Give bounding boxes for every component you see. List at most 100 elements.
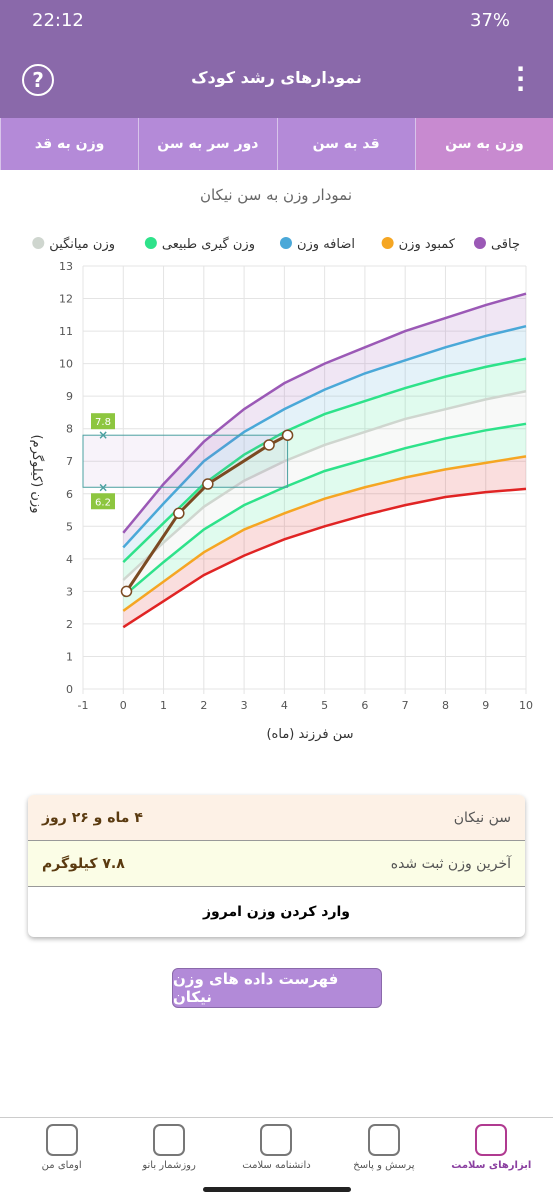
tab[interactable]: دور سر به سن bbox=[138, 118, 276, 170]
series-line bbox=[122, 487, 527, 629]
y-tick-label: 13 bbox=[59, 260, 73, 273]
bottom-nav: ابزارهای سلامت پرسش و پاسخ دانشنامه سلامت ر… bbox=[0, 1117, 553, 1175]
y-tick-label: 5 bbox=[66, 520, 73, 533]
legend-swatch bbox=[279, 237, 292, 249]
nav-item[interactable]: روزشمار بانو bbox=[115, 1118, 222, 1175]
x-tick-label: -1 bbox=[78, 699, 89, 712]
series-line bbox=[122, 455, 527, 612]
nav-label: ابزارهای سلامت bbox=[451, 1160, 532, 1171]
status-bar: 22:12 37% bbox=[0, 0, 553, 42]
home-indicator bbox=[203, 1187, 351, 1192]
legend-swatch bbox=[144, 237, 157, 249]
info-value: ۴ ماه و ۲۶ روز bbox=[42, 809, 143, 826]
series-line bbox=[122, 422, 527, 598]
legend-label: وزن میانگین bbox=[49, 236, 115, 252]
band bbox=[123, 456, 526, 628]
nav-label: روزشمار بانو bbox=[142, 1160, 196, 1171]
y-tick-label: 8 bbox=[66, 423, 73, 436]
band bbox=[123, 293, 526, 548]
x-tick-label: 1 bbox=[160, 699, 167, 712]
info-row: سن نیکان ۴ ماه و ۲۶ روز bbox=[28, 795, 525, 841]
band bbox=[123, 326, 526, 563]
y-axis-label: وزن (کیلوگرم) bbox=[29, 435, 45, 514]
range-mark: × bbox=[98, 480, 108, 494]
tabs: وزن به سن قد به سن دور سر به سن وزن به قد bbox=[0, 118, 553, 170]
x-tick-label: 7 bbox=[402, 699, 409, 712]
range-label-bg bbox=[91, 493, 115, 510]
range-label: 7.8 bbox=[95, 417, 111, 428]
chart-title: نمودار وزن به سن نیکان bbox=[200, 186, 352, 204]
nav-item[interactable]: پرسش و پاسخ bbox=[330, 1118, 437, 1175]
y-tick-label: 0 bbox=[66, 683, 73, 696]
app-header: ? نمودارهای رشد کودک · · · bbox=[0, 42, 553, 118]
x-tick-label: 5 bbox=[321, 699, 328, 712]
child-point bbox=[120, 585, 133, 598]
nav-item[interactable]: اومای من bbox=[8, 1118, 115, 1175]
nav-icon bbox=[260, 1124, 293, 1156]
info-card: سن نیکان ۴ ماه و ۲۶ روز آخرین وزن ثبت شده ۷… bbox=[28, 795, 525, 937]
series-line bbox=[122, 357, 527, 563]
time: 22:12 bbox=[32, 10, 84, 31]
x-tick-label: 3 bbox=[241, 699, 248, 712]
child-point bbox=[281, 429, 294, 441]
y-tick-label: 10 bbox=[59, 358, 73, 371]
range-mark: × bbox=[98, 428, 108, 442]
y-tick-label: 1 bbox=[66, 650, 73, 663]
series-line bbox=[122, 292, 527, 534]
y-tick-label: 2 bbox=[66, 618, 73, 631]
band bbox=[123, 423, 526, 611]
nav-label: دانشنامه سلامت bbox=[242, 1160, 311, 1171]
info-label: آخرین وزن ثبت شده bbox=[390, 855, 511, 872]
battery: 37% bbox=[470, 10, 511, 31]
nav-icon bbox=[475, 1124, 508, 1156]
y-tick-label: 3 bbox=[66, 585, 73, 598]
range-box bbox=[82, 434, 289, 488]
legend-swatch bbox=[381, 237, 394, 249]
nav-icon bbox=[367, 1124, 400, 1156]
nav-label: اومای من bbox=[41, 1160, 82, 1171]
x-tick-label: 2 bbox=[200, 699, 207, 712]
nav-item[interactable]: دانشنامه سلامت bbox=[223, 1118, 330, 1175]
child-point bbox=[263, 439, 275, 451]
menu-button[interactable]: · · · bbox=[516, 55, 526, 103]
range-label-bg bbox=[91, 413, 115, 430]
tab[interactable]: وزن به سن bbox=[414, 118, 553, 170]
x-tick-label: 0 bbox=[120, 699, 127, 712]
x-tick-label: 10 bbox=[519, 699, 533, 712]
y-tick-label: 9 bbox=[66, 390, 73, 403]
chart: نمودار وزن به سن نیکان سن فرزند (ماه) وز… bbox=[29, 186, 533, 742]
info-value: ۷.۸ کیلوگرم bbox=[42, 855, 125, 872]
legend-swatch bbox=[473, 237, 486, 249]
y-tick-label: 6 bbox=[66, 488, 73, 501]
data-list-button[interactable]: فهرست داده های وزن نیکان bbox=[172, 968, 382, 1008]
child-point bbox=[202, 478, 214, 490]
enter-weight[interactable]: وارد کردن وزن امروز bbox=[203, 904, 350, 920]
series-line bbox=[122, 324, 527, 549]
y-tick-label: 4 bbox=[66, 553, 73, 566]
x-tick-label: 4 bbox=[281, 699, 288, 712]
nav-item[interactable]: ابزارهای سلامت bbox=[438, 1118, 545, 1175]
nav-icon bbox=[45, 1124, 78, 1156]
info-label: سن نیکان bbox=[453, 809, 511, 826]
range-label: 6.2 bbox=[95, 497, 111, 508]
y-tick-label: 7 bbox=[66, 455, 73, 468]
legend-label: چاقی bbox=[491, 237, 520, 252]
tab[interactable]: قد به سن bbox=[276, 118, 415, 170]
y-tick-label: 12 bbox=[59, 293, 73, 306]
legend-label: اضافه وزن bbox=[297, 237, 355, 252]
legend-label: کمبود وزن bbox=[399, 237, 456, 252]
tab[interactable]: وزن به قد bbox=[0, 118, 138, 170]
x-tick-label: 6 bbox=[361, 699, 368, 712]
x-axis-label: سن فرزند (ماه) bbox=[266, 727, 353, 742]
x-tick-label: 8 bbox=[442, 699, 449, 712]
legend-swatch bbox=[32, 237, 45, 249]
legend-label: وزن گیری طبیعی bbox=[162, 236, 255, 252]
help-button[interactable]: ? bbox=[22, 64, 54, 96]
series-line bbox=[122, 390, 527, 581]
y-tick-label: 11 bbox=[59, 325, 73, 338]
nav-icon bbox=[153, 1124, 186, 1156]
header-title: نمودارهای رشد کودک bbox=[191, 68, 362, 87]
info-row: آخرین وزن ثبت شده ۷.۸ کیلوگرم bbox=[28, 841, 525, 887]
nav-label: پرسش و پاسخ bbox=[353, 1160, 415, 1171]
